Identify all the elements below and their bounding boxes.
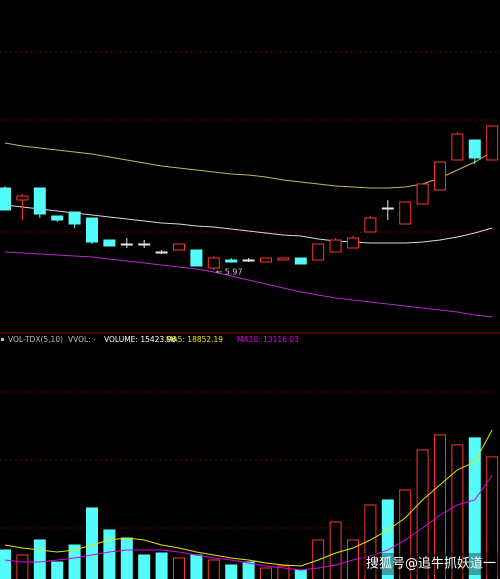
candle-body [468,139,481,159]
volume-bar [486,456,499,579]
candle-body [347,237,359,249]
header-value: 15423.96 [140,335,176,344]
header-label: VVOL: - [68,335,96,344]
candle-body [16,195,29,201]
volume-bar [207,559,220,579]
volume-bar [0,549,11,579]
header-item: MA5: 18852.19 [166,335,223,344]
candle-body [138,243,151,246]
volume-bar [33,539,46,579]
candle-body [155,251,168,254]
volume-bar [103,529,116,579]
volume-bar [468,437,481,579]
candle-body [86,217,98,243]
candle-body [294,257,307,265]
header-label: VOL-TDX(5,10) [8,335,63,344]
volume-bar [68,544,81,579]
candle-body [103,239,116,247]
volume-bar [451,444,464,579]
candle-body [120,243,133,246]
volume-bar [242,561,255,579]
volume-bar [155,552,168,579]
volume-bar [120,537,133,579]
candle-body [364,217,377,233]
volume-bar [329,521,342,579]
low-arrow: ← [216,268,223,277]
volume-bar [347,539,359,579]
volume-bar [277,565,290,579]
candle-body [434,161,446,191]
volume-bar [225,564,238,579]
candle-body [329,239,342,253]
header-item: VOL-TDX(5,10) [8,335,63,344]
candle-body [381,207,394,210]
volume-bar [260,567,272,579]
header-value: 18852.19 [187,335,223,344]
volume-header: VOL-TDX(5,10) VVOL: - VOLUME: 15423.96MA5:… [1,335,299,344]
low-marker-label: 5.97 [225,268,243,277]
watermark: 搜狐号@追牛抓妖道一 [366,556,496,572]
header-label: MA10: [237,335,261,344]
candle-body [173,243,185,251]
candle-body [242,259,255,262]
candle-body [399,201,412,225]
candle-body [260,257,272,263]
candle-body [51,215,64,221]
candle-body [33,187,46,215]
candle-body [68,211,81,225]
moving-average-line [4,142,493,189]
volume-ma-line [4,429,493,567]
volume-panel [0,429,499,579]
volume-ma-line [4,474,493,571]
price-panel: ← 5.97 [0,125,499,318]
volume-bar [399,489,412,579]
watermark-backdrop [360,553,500,575]
candle-body [207,257,220,269]
volume-bar [381,499,394,579]
volume-bar [16,554,29,579]
candle-body [190,249,203,267]
header-label: VOLUME: [104,335,138,344]
volume-bar [434,434,446,579]
volume-bar [51,561,64,579]
candle-body [277,257,290,261]
header-label: MA5: [166,335,185,344]
candle-body [0,187,11,211]
header-item: VVOL: - [68,335,96,344]
candle-body [225,259,238,263]
candle-body [486,125,499,161]
candle-body [451,133,464,161]
volume-bar [138,554,151,579]
header-item: VOLUME: 15423.96 [104,335,176,344]
header-value: 13116.03 [263,335,299,344]
candle-body [312,243,325,261]
moving-average-line [4,204,493,244]
volume-bar [416,449,429,579]
volume-bar [294,569,307,579]
moving-average-line [4,251,493,318]
volume-bar [190,554,203,579]
header-item: MA10: 13116.03 [237,335,299,344]
candle-body [416,183,429,205]
header-dot [1,338,4,341]
volume-bar [173,557,185,579]
volume-bar [86,507,98,579]
